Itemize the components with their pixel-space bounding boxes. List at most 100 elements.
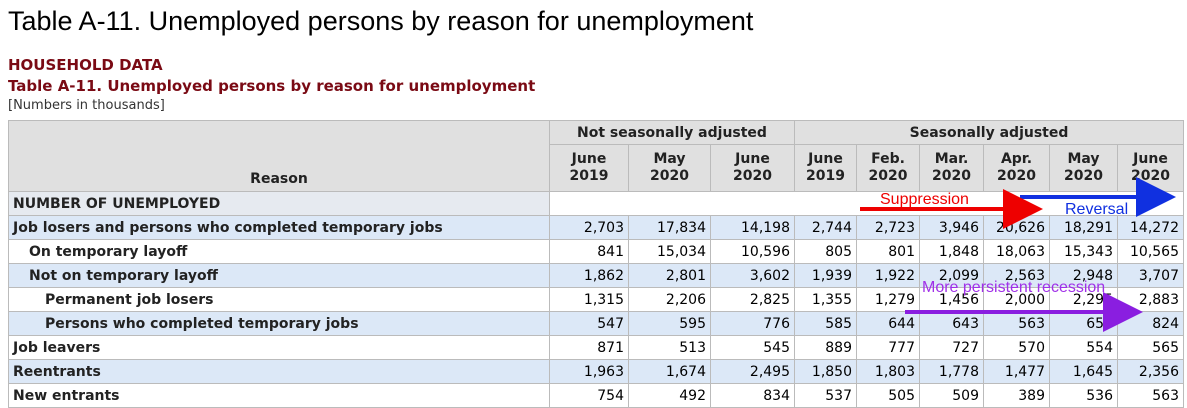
value-cell: 2,723 [856, 215, 920, 240]
table-row: Job leavers 871 513 545 889 777 727 570 554 565 [8, 335, 1184, 360]
table-row: Reentrants 1,963 1,674 2,495 1,850 1,803 1,778… [8, 359, 1184, 384]
value-cell: 1,477 [983, 359, 1050, 384]
column-header-line: June [808, 151, 843, 167]
table-row: On temporary layoff 841 15,034 10,596 805 801… [8, 239, 1184, 264]
value-cell: 1,939 [794, 263, 857, 288]
value-cell: 2,948 [1049, 263, 1118, 288]
value-cell: 20,626 [983, 215, 1050, 240]
column-header-line: Feb. [871, 151, 905, 167]
value-cell: 643 [919, 311, 984, 336]
value-cell: 565 [1117, 335, 1184, 360]
value-cell: 563 [983, 311, 1050, 336]
column-header-line: June [735, 151, 770, 167]
row-label: On temporary layoff [8, 239, 550, 264]
value-cell: 15,034 [628, 239, 711, 264]
column-header-line: Mar. [934, 151, 969, 167]
value-cell: 547 [549, 311, 629, 336]
column-header-line: June [1133, 151, 1168, 167]
value-cell: 18,063 [983, 239, 1050, 264]
value-cell: 824 [1117, 311, 1184, 336]
value-cell: 889 [794, 335, 857, 360]
value-cell: 2,356 [1117, 359, 1184, 384]
value-cell: 1,778 [919, 359, 984, 384]
value-cell: 18,291 [1049, 215, 1118, 240]
section-label: HOUSEHOLD DATA [8, 56, 163, 74]
column-header-line: June [571, 151, 607, 167]
value-cell: 2,206 [628, 287, 711, 312]
note: [Numbers in thousands] [8, 98, 165, 113]
value-cell: 2,744 [794, 215, 857, 240]
value-cell: 841 [549, 239, 629, 264]
column-header-line: 2020 [650, 168, 689, 184]
page-title: Table A-11. Unemployed persons by reason… [8, 6, 754, 36]
value-cell: 754 [549, 383, 629, 408]
value-cell: 871 [549, 335, 629, 360]
value-cell: 2,099 [919, 263, 984, 288]
value-cell: 801 [856, 239, 920, 264]
column-header-line: 2020 [868, 168, 908, 184]
column-header-line: 2019 [569, 168, 609, 184]
column-header-line: May [1067, 151, 1100, 167]
column-header: June 2020 [710, 144, 795, 192]
value-cell: 776 [710, 311, 795, 336]
data-table: Reason Not seasonally adjusted Seasonall… [8, 120, 1184, 408]
value-cell: 1,279 [856, 287, 920, 312]
value-cell: 777 [856, 335, 920, 360]
value-cell: 545 [710, 335, 795, 360]
column-header: Mar. 2020 [919, 144, 984, 192]
value-cell: 537 [794, 383, 857, 408]
value-cell: 1,803 [856, 359, 920, 384]
blank-cell [549, 191, 1184, 216]
value-cell: 389 [983, 383, 1050, 408]
value-cell: 2,825 [710, 287, 795, 312]
value-cell: 14,198 [710, 215, 795, 240]
value-cell: 10,565 [1117, 239, 1184, 264]
value-cell: 1,850 [794, 359, 857, 384]
column-header: June 2019 [794, 144, 857, 192]
value-cell: 2,883 [1117, 287, 1184, 312]
value-cell: 595 [628, 311, 711, 336]
row-label: Permanent job losers [8, 287, 550, 312]
value-cell: 1,645 [1049, 359, 1118, 384]
column-header-line: 2020 [997, 168, 1036, 184]
row-label: Not on temporary layoff [8, 263, 550, 288]
row-label: NUMBER OF UNEMPLOYED [8, 191, 550, 216]
row-label: New entrants [8, 383, 550, 408]
column-header: May 2020 [628, 144, 711, 192]
value-cell: 1,315 [549, 287, 629, 312]
value-cell: 1,674 [628, 359, 711, 384]
table-row: Permanent job losers 1,315 2,206 2,825 1,355… [8, 287, 1184, 312]
column-header-line: 2019 [806, 168, 845, 184]
value-cell: 653 [1049, 311, 1118, 336]
value-cell: 2,495 [710, 359, 795, 384]
column-header-line: 2020 [932, 168, 971, 184]
value-cell: 536 [1049, 383, 1118, 408]
table-title: Table A-11. Unemployed persons by reason… [8, 77, 536, 95]
column-header: June 2019 [549, 144, 629, 192]
table-row: Job losers and persons who completed tem… [8, 215, 1184, 240]
value-cell: 1,456 [919, 287, 984, 312]
value-cell: 513 [628, 335, 711, 360]
value-cell: 2,000 [983, 287, 1050, 312]
value-cell: 727 [919, 335, 984, 360]
value-cell: 805 [794, 239, 857, 264]
value-cell: 570 [983, 335, 1050, 360]
value-cell: 2,563 [983, 263, 1050, 288]
value-cell: 2,801 [628, 263, 711, 288]
column-header-line: 2020 [1064, 168, 1103, 184]
value-cell: 505 [856, 383, 920, 408]
table-row: New entrants 754 492 834 537 505 509 389 536 563 [8, 383, 1184, 408]
column-header: Feb. 2020 [856, 144, 920, 192]
value-cell: 3,707 [1117, 263, 1184, 288]
value-cell: 17,834 [628, 215, 711, 240]
value-cell: 10,596 [710, 239, 795, 264]
value-cell: 2,703 [549, 215, 629, 240]
column-header-line: Apr. [1000, 151, 1033, 167]
value-cell: 644 [856, 311, 920, 336]
value-cell: 1,848 [919, 239, 984, 264]
row-label: Job losers and persons who completed tem… [8, 215, 550, 240]
table-row: NUMBER OF UNEMPLOYED [8, 191, 1184, 216]
value-cell: 834 [710, 383, 795, 408]
table-row: Not on temporary layoff 1,862 2,801 3,602 1,… [8, 263, 1184, 288]
